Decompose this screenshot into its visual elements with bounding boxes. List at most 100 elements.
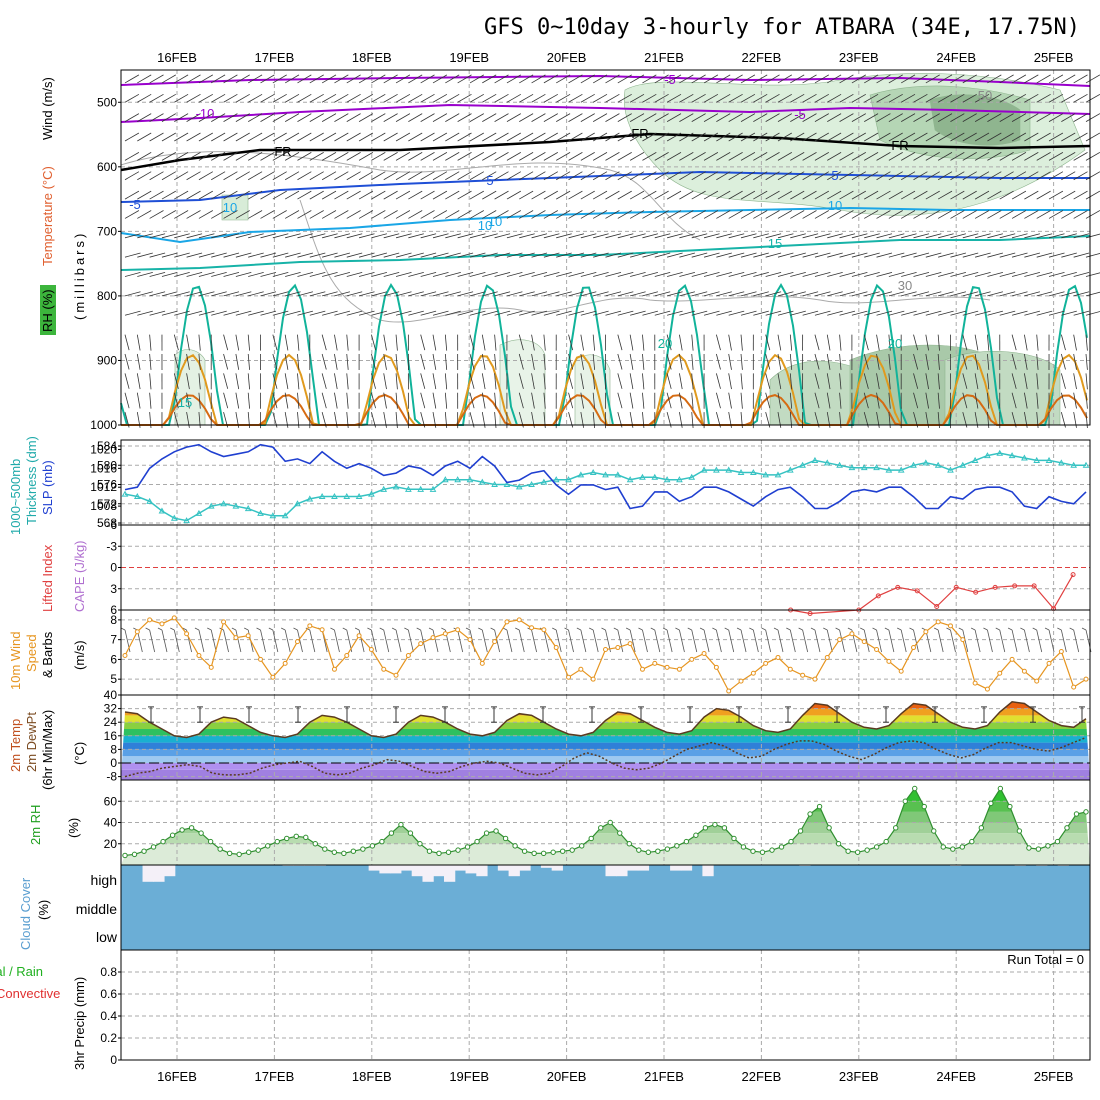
wind-barb-12-9 bbox=[272, 252, 289, 258]
wind10m-barb-flag-49 bbox=[724, 627, 729, 631]
wind-barb-77-9 bbox=[1073, 252, 1090, 258]
wind-barb-10-6 bbox=[248, 190, 263, 200]
wind-barb-30-11 bbox=[494, 291, 511, 297]
wind-barb-65-1 bbox=[925, 93, 940, 103]
wind-barb-10-12 bbox=[248, 310, 264, 316]
thickness-point-40 bbox=[614, 471, 622, 478]
wind-barb-74-8 bbox=[1036, 233, 1053, 239]
rh2m-point-59 bbox=[683, 838, 690, 845]
wind-barb-52-7 bbox=[765, 210, 780, 219]
rh-band-5 bbox=[121, 790, 1090, 802]
wind-barb-70-6 bbox=[987, 190, 1002, 200]
wind-barb-17-14 bbox=[334, 353, 338, 370]
thickness-point-7 bbox=[207, 502, 215, 509]
wind-barb-45-2 bbox=[679, 113, 694, 122]
lifted-point-7 bbox=[953, 584, 959, 590]
wind-barb-3-0 bbox=[161, 74, 177, 84]
rh2m-point-46 bbox=[559, 848, 566, 854]
slp-thick-tick-580: 580 bbox=[97, 458, 117, 472]
wind10m-barb-flag-54 bbox=[786, 627, 791, 631]
rh2m-point-89 bbox=[969, 838, 975, 845]
rh2m-point-82 bbox=[902, 798, 908, 804]
wind-barb-61-1 bbox=[876, 93, 891, 103]
temp-band-1 bbox=[121, 763, 1090, 770]
wind-barb-42-3 bbox=[642, 132, 657, 142]
wind10m-barb-flag-18 bbox=[342, 627, 347, 631]
wind-barb-9-15 bbox=[235, 373, 240, 390]
wind-barb-44-16 bbox=[666, 392, 672, 409]
wind-barb-71-0 bbox=[999, 74, 1014, 84]
top-date-22FEB: 22FEB bbox=[742, 50, 782, 65]
rh2m-point-2 bbox=[141, 848, 147, 854]
lifted-point-11 bbox=[1031, 583, 1037, 589]
wind10m-barb-flag-45 bbox=[675, 627, 680, 631]
wind-barb-4-1 bbox=[174, 93, 189, 103]
wind-barb-51-5 bbox=[753, 171, 768, 181]
wind-barb-78-17 bbox=[1085, 412, 1088, 429]
wind10m-barb-12 bbox=[272, 629, 279, 653]
wind-barb-66-8 bbox=[938, 233, 954, 239]
wind-barb-38-10 bbox=[593, 272, 609, 277]
wind-barb-66-10 bbox=[938, 272, 954, 277]
wind-barb-1-15 bbox=[136, 373, 141, 390]
wind-barb-42-6 bbox=[642, 190, 657, 200]
wind-barb-32-14 bbox=[518, 353, 524, 370]
wind-barb-29-14 bbox=[481, 353, 486, 370]
wind-barb-60-2 bbox=[864, 113, 879, 122]
wind-barb-25-8 bbox=[432, 233, 449, 239]
wind-barb-29-15 bbox=[481, 373, 486, 390]
wind10m-barb-flag-26 bbox=[441, 627, 446, 631]
thickness-point-65 bbox=[922, 459, 930, 466]
rh2m-point-49 bbox=[588, 835, 594, 842]
wind-barb-25-4 bbox=[432, 152, 448, 161]
wind10m-barb-76 bbox=[1060, 629, 1067, 653]
wind-barb-59-1 bbox=[851, 93, 866, 103]
wind-barb-54-9 bbox=[790, 252, 806, 258]
wind-barb-69-0 bbox=[974, 74, 990, 84]
wind-barb-13-3 bbox=[284, 132, 300, 142]
wind-barb-69-9 bbox=[975, 252, 991, 258]
wind-barb-7-6 bbox=[211, 190, 226, 200]
wind-barb-12-14 bbox=[272, 353, 278, 370]
wind-barb-72-1 bbox=[1011, 93, 1027, 103]
wind-barb-64-6 bbox=[913, 190, 928, 200]
wind-barb-29-7 bbox=[482, 210, 497, 219]
wind10m-point-30 bbox=[492, 639, 498, 645]
wind-barb-30-1 bbox=[494, 93, 509, 103]
wind-barb-23-10 bbox=[408, 272, 424, 277]
wind-barb-8-14 bbox=[223, 353, 229, 370]
wind-barb-62-7 bbox=[888, 210, 903, 219]
wind-barb-1-9 bbox=[137, 252, 153, 258]
wind-barb-47-6 bbox=[703, 190, 719, 200]
wind-barb-37-13 bbox=[580, 334, 584, 351]
wind-barb-41-2 bbox=[629, 113, 645, 122]
wind10m-point-65 bbox=[923, 629, 929, 635]
wind-barb-63-1 bbox=[900, 93, 916, 103]
wind-barb-0-7 bbox=[124, 210, 140, 219]
cape-ytick--6: -6 bbox=[106, 518, 117, 532]
wind-barb-33-4 bbox=[531, 152, 546, 161]
wind-barb-66-1 bbox=[937, 93, 953, 103]
thickness-point-21 bbox=[380, 485, 388, 492]
wind-barb-44-8 bbox=[666, 233, 683, 239]
wind-barb-40-8 bbox=[617, 233, 634, 239]
contour-label-5: FR bbox=[891, 138, 908, 153]
rh2m-point-24 bbox=[350, 848, 357, 854]
wind-barb-39-9 bbox=[605, 252, 622, 258]
rh2m-point-26 bbox=[369, 843, 376, 849]
wind-barb-23-8 bbox=[408, 233, 424, 239]
wind-barb-8-9 bbox=[223, 252, 240, 258]
thickness-point-53 bbox=[774, 471, 782, 478]
wind-barb-2-13 bbox=[149, 334, 152, 351]
wind-barb-40-7 bbox=[617, 210, 632, 219]
wind-barb-65-14 bbox=[925, 353, 929, 370]
wind-barb-72-5 bbox=[1011, 171, 1027, 181]
wind-barb-6-14 bbox=[198, 353, 201, 370]
wind-barb-22-2 bbox=[395, 113, 411, 122]
wind-barb-31-3 bbox=[506, 132, 521, 142]
wind10m-barb-flag-6 bbox=[194, 627, 200, 631]
thickness-point-50 bbox=[737, 468, 745, 475]
wind-barb-24-16 bbox=[420, 392, 426, 409]
wind-barb-40-0 bbox=[617, 74, 632, 84]
